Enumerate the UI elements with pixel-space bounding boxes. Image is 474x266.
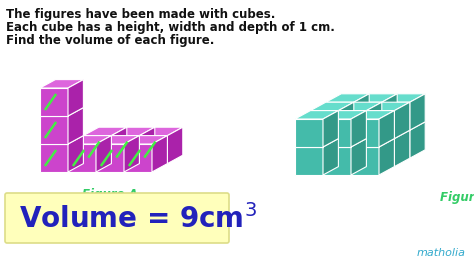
- Polygon shape: [323, 139, 338, 175]
- Polygon shape: [338, 111, 366, 139]
- Polygon shape: [111, 127, 155, 136]
- Polygon shape: [366, 139, 394, 167]
- Polygon shape: [351, 111, 394, 119]
- Polygon shape: [295, 147, 323, 175]
- Polygon shape: [139, 136, 167, 164]
- Polygon shape: [68, 136, 111, 144]
- Polygon shape: [351, 119, 379, 147]
- Polygon shape: [323, 119, 351, 147]
- Polygon shape: [310, 102, 354, 111]
- Polygon shape: [323, 111, 338, 147]
- Polygon shape: [40, 108, 83, 116]
- Polygon shape: [310, 139, 338, 167]
- Polygon shape: [382, 94, 425, 102]
- Polygon shape: [338, 130, 354, 167]
- Polygon shape: [354, 122, 397, 130]
- Text: Each cube has a height, width and depth of 1 cm.: Each cube has a height, width and depth …: [6, 21, 335, 34]
- Polygon shape: [96, 136, 111, 172]
- Polygon shape: [68, 108, 83, 144]
- Polygon shape: [323, 139, 366, 147]
- Polygon shape: [40, 80, 83, 88]
- Polygon shape: [366, 130, 410, 139]
- Polygon shape: [152, 136, 167, 172]
- Polygon shape: [382, 130, 410, 158]
- Polygon shape: [326, 130, 354, 158]
- Polygon shape: [354, 94, 369, 130]
- Polygon shape: [68, 80, 83, 116]
- Polygon shape: [351, 111, 366, 147]
- Polygon shape: [351, 139, 366, 175]
- Polygon shape: [68, 144, 96, 172]
- Polygon shape: [40, 88, 68, 116]
- Polygon shape: [83, 127, 127, 136]
- Polygon shape: [394, 130, 410, 167]
- FancyBboxPatch shape: [5, 193, 229, 243]
- Polygon shape: [295, 111, 338, 119]
- Polygon shape: [366, 102, 382, 139]
- Polygon shape: [338, 139, 366, 167]
- Polygon shape: [338, 102, 354, 139]
- Polygon shape: [96, 144, 124, 172]
- Polygon shape: [96, 136, 139, 144]
- Text: Figure B: Figure B: [440, 191, 474, 204]
- Polygon shape: [323, 111, 366, 119]
- Polygon shape: [295, 139, 338, 147]
- Polygon shape: [379, 111, 394, 147]
- Polygon shape: [139, 127, 183, 136]
- Polygon shape: [40, 144, 68, 172]
- Polygon shape: [111, 136, 139, 164]
- Polygon shape: [68, 136, 83, 172]
- Text: Find the volume of each figure.: Find the volume of each figure.: [6, 34, 214, 47]
- Polygon shape: [366, 111, 394, 139]
- Polygon shape: [351, 147, 379, 175]
- Polygon shape: [124, 144, 152, 172]
- Polygon shape: [124, 136, 167, 144]
- Polygon shape: [124, 136, 139, 172]
- Text: The figures have been made with cubes.: The figures have been made with cubes.: [6, 8, 275, 21]
- Polygon shape: [410, 122, 425, 158]
- Text: Figure A: Figure A: [82, 188, 138, 201]
- Polygon shape: [351, 139, 394, 147]
- Polygon shape: [139, 127, 155, 164]
- Polygon shape: [40, 136, 83, 144]
- Polygon shape: [326, 102, 354, 130]
- Polygon shape: [354, 94, 397, 102]
- Polygon shape: [379, 139, 394, 175]
- Polygon shape: [310, 111, 338, 139]
- Polygon shape: [323, 147, 351, 175]
- Polygon shape: [410, 94, 425, 130]
- Polygon shape: [382, 122, 425, 130]
- Polygon shape: [354, 130, 382, 158]
- Polygon shape: [326, 94, 369, 102]
- Polygon shape: [382, 122, 397, 158]
- Polygon shape: [382, 102, 410, 130]
- Polygon shape: [394, 102, 410, 139]
- Polygon shape: [111, 127, 127, 164]
- Polygon shape: [310, 130, 354, 139]
- Polygon shape: [366, 130, 382, 167]
- Polygon shape: [40, 116, 68, 144]
- Polygon shape: [354, 102, 382, 130]
- Text: Volume = 9cm$^{3}$: Volume = 9cm$^{3}$: [19, 204, 257, 234]
- Polygon shape: [326, 122, 369, 130]
- Polygon shape: [366, 102, 410, 111]
- Polygon shape: [295, 119, 323, 147]
- Text: matholia: matholia: [417, 248, 466, 258]
- Polygon shape: [167, 127, 183, 164]
- Polygon shape: [338, 130, 382, 139]
- Polygon shape: [338, 102, 382, 111]
- Polygon shape: [382, 94, 397, 130]
- Polygon shape: [354, 122, 369, 158]
- Polygon shape: [83, 136, 111, 164]
